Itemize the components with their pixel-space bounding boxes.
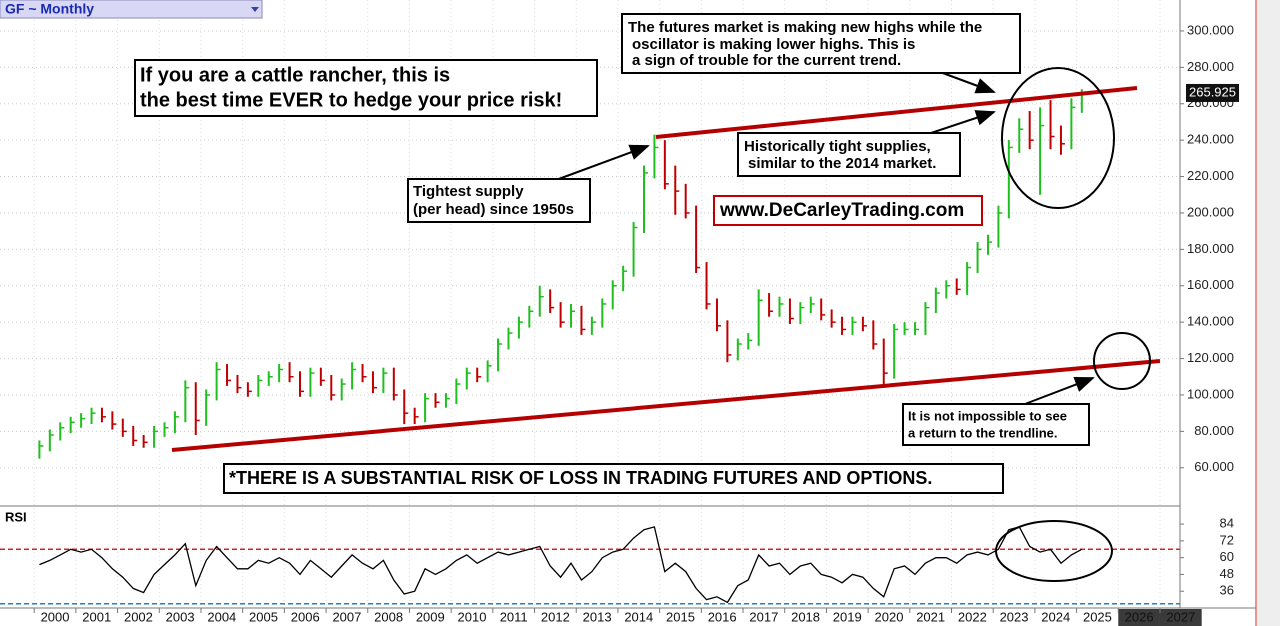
x-tick-label: 2025 — [1083, 609, 1112, 624]
website: www.DeCarleyTrading.com — [719, 200, 964, 221]
axis-area — [1180, 0, 1256, 626]
y-tick-label: 140.000 — [1187, 314, 1234, 329]
x-tick-label: 2027 — [1166, 609, 1195, 624]
x-tick-label: 2022 — [958, 609, 987, 624]
disclaimer-box — [223, 463, 1004, 494]
header-title: GF ~ Monthly — [5, 1, 94, 17]
x-tick-label: 2024 — [1041, 609, 1070, 624]
last-price-box — [1186, 83, 1239, 102]
x-tick-label: 2006 — [291, 609, 320, 624]
labels: 60.000 80.000 100.000 120.000 140.000 160.000… — [41, 22, 1239, 624]
target-circle — [1093, 332, 1151, 390]
annotation-text: (per head) since 1950s — [413, 201, 574, 218]
rsi-circle — [995, 520, 1113, 582]
x-tick-label: 2007 — [332, 609, 361, 624]
annotation-text: a sign of trouble for the current trend. — [632, 52, 901, 69]
x-tick-label: 2017 — [749, 609, 778, 624]
annotation-text: a return to the trendline. — [908, 425, 1058, 440]
rsi-title: RSI — [5, 509, 27, 524]
x-tick-label: 2008 — [374, 609, 403, 624]
x-tick-label: 2012 — [541, 609, 570, 624]
annotation-box — [737, 132, 961, 177]
annotation-text: the best time EVER to hedge your price r… — [140, 89, 562, 111]
highlight-circle — [1001, 67, 1115, 209]
disclaimer: *THERE IS A SUBSTANTIAL RISK OF LOSS IN … — [229, 468, 932, 488]
y-tick-label: 280.000 — [1187, 59, 1234, 74]
side-strip — [1257, 0, 1280, 626]
website-box — [713, 195, 983, 226]
y-tick-label: 36 — [1220, 583, 1234, 598]
x-tick-label: 2013 — [583, 609, 612, 624]
y-tick-label: 100.000 — [1187, 386, 1234, 401]
last-price-label: 265.925 — [1189, 84, 1236, 99]
x-tick-label: 2011 — [500, 609, 528, 624]
dropdown-icon[interactable] — [251, 7, 259, 12]
y-tick-label: 120.000 — [1187, 350, 1234, 365]
y-tick-label: 80.000 — [1194, 423, 1234, 438]
y-tick-label: 200.000 — [1187, 204, 1234, 219]
rsi-line — [39, 526, 1083, 604]
y-tick-label: 160.000 — [1187, 277, 1234, 292]
annotation-box — [902, 403, 1090, 446]
y-tick-label: 60 — [1220, 549, 1234, 564]
header-box[interactable] — [0, 0, 263, 19]
annotation-text: The futures market is making new highs w… — [628, 19, 982, 36]
x-tick-label: 2009 — [416, 609, 445, 624]
y-tick-label: 84 — [1220, 516, 1234, 531]
x-tick-label: 2018 — [791, 609, 820, 624]
y-tick-label: 220.000 — [1187, 168, 1234, 183]
arrow — [555, 144, 650, 181]
x-tick-label: 2019 — [833, 609, 862, 624]
annotation-text: Tightest supply — [413, 183, 524, 200]
x-tick-label: 2026 — [1125, 609, 1154, 624]
y-tick-label: 60.000 — [1194, 459, 1234, 474]
x-tick-label: 2000 — [41, 609, 70, 624]
y-tick-label: 72 — [1220, 532, 1234, 547]
x-tick-label: 2016 — [708, 609, 737, 624]
annotation-text: If you are a cattle rancher, this is — [140, 64, 450, 86]
x-tick-label: 2014 — [624, 609, 653, 624]
annotation-box — [621, 13, 1021, 74]
x-tick-label: 2015 — [666, 609, 695, 624]
x-tick-label: 2004 — [207, 609, 236, 624]
x-tick-label: 2005 — [249, 609, 278, 624]
lower-trendline — [171, 359, 1161, 452]
y-tick-label: 240.000 — [1187, 132, 1234, 147]
annotation-text: oscillator is making lower highs. This i… — [632, 36, 915, 53]
annotation-text: Historically tight supplies, — [744, 138, 931, 155]
x-tick-label: 2003 — [166, 609, 195, 624]
x-tick-label: 2020 — [875, 609, 904, 624]
x-tick-label: 2021 — [916, 609, 945, 624]
upper-trendline — [655, 86, 1138, 139]
future-band — [1159, 609, 1202, 626]
annotation-text: similar to the 2014 market. — [748, 155, 936, 172]
future-band — [1118, 609, 1160, 626]
annotation-box — [134, 59, 598, 117]
x-tick-label: 2002 — [124, 609, 153, 624]
x-tick-label: 2023 — [1000, 609, 1029, 624]
x-tick-label: 2010 — [458, 609, 487, 624]
annotation-text: It is not impossible to see — [908, 408, 1067, 423]
arrow — [1024, 376, 1095, 405]
y-tick-label: 300.000 — [1187, 22, 1234, 37]
arrow — [939, 71, 996, 94]
annotation-box — [407, 178, 591, 223]
marks — [0, 89, 1180, 605]
y-tick-label: 48 — [1220, 566, 1234, 581]
y-tick-label: 180.000 — [1187, 241, 1234, 256]
x-tick-label: 2001 — [82, 609, 111, 624]
